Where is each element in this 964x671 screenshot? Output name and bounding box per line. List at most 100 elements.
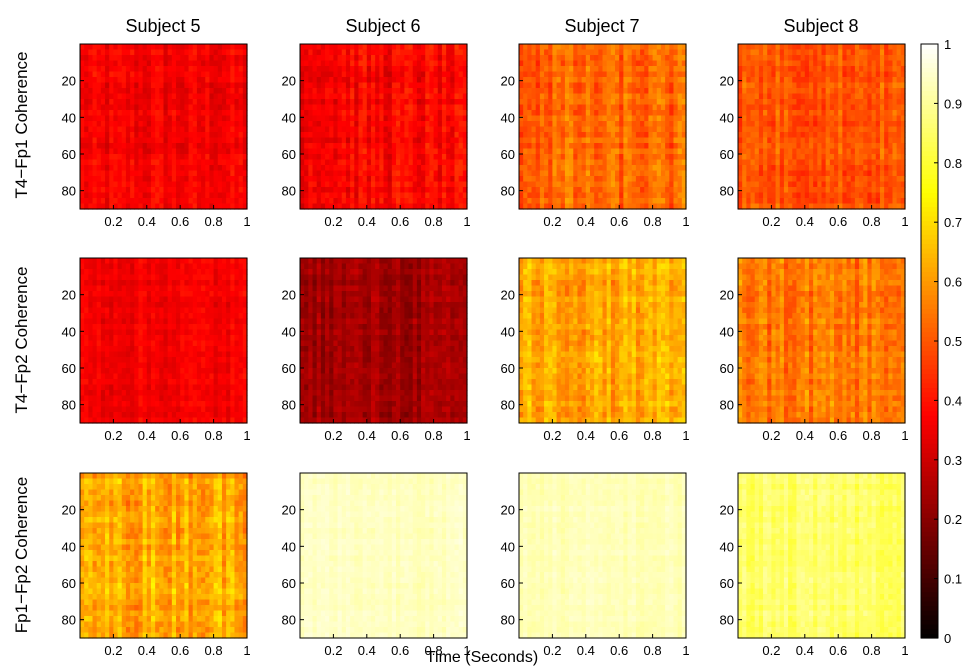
- heatmap-cell: [345, 60, 351, 67]
- heatmap-cell: [623, 88, 629, 95]
- heatmap-cell: [180, 203, 185, 210]
- heatmap-cell: [796, 110, 802, 117]
- heatmap-cell: [900, 170, 906, 177]
- heatmap-cell: [783, 170, 789, 177]
- heatmap-cell: [552, 110, 558, 117]
- heatmap-cell: [788, 121, 793, 128]
- heatmap-cell: [230, 115, 236, 122]
- heatmap-cell: [619, 115, 624, 122]
- heatmap-cell: [871, 88, 877, 95]
- heatmap-cell: [217, 187, 223, 194]
- heatmap-cell: [337, 71, 343, 78]
- heatmap-cell: [763, 71, 768, 78]
- heatmap-cell: [458, 93, 464, 100]
- heatmap-cell: [125, 104, 131, 111]
- heatmap-cell: [242, 104, 248, 111]
- heatmap-cell: [188, 132, 194, 139]
- heatmap-cell: [167, 60, 173, 67]
- heatmap-cell: [804, 165, 810, 172]
- heatmap-cell: [615, 99, 620, 106]
- heatmap-cell: [656, 192, 662, 199]
- heatmap-cell: [775, 170, 781, 177]
- heatmap-cell: [627, 132, 633, 139]
- column-title-subject-7: Subject 7: [564, 16, 639, 36]
- heatmap-cell: [316, 60, 322, 67]
- heatmap-cell: [779, 170, 785, 177]
- heatmap-cell: [446, 93, 451, 100]
- heatmap-cell: [159, 198, 165, 205]
- heatmap-cell: [412, 115, 418, 122]
- heatmap-cell: [523, 71, 528, 78]
- heatmap-cell: [379, 203, 385, 210]
- heatmap-cell: [610, 154, 616, 161]
- heatmap-cell: [304, 66, 309, 73]
- heatmap-cell: [316, 110, 322, 117]
- heatmap-cell: [163, 88, 169, 95]
- heatmap-cell: [96, 55, 102, 62]
- heatmap-cell: [337, 82, 343, 89]
- heatmap-cell: [892, 66, 898, 73]
- heatmap-cell: [125, 82, 131, 89]
- heatmap-cell: [437, 88, 443, 95]
- heatmap-cell: [854, 126, 860, 133]
- heatmap-cell: [615, 88, 620, 95]
- heatmap-cell: [656, 104, 662, 111]
- heatmap-cell: [821, 115, 827, 122]
- heatmap-cell: [742, 104, 747, 111]
- heatmap-cell: [337, 198, 343, 205]
- heatmap-cell: [627, 154, 633, 161]
- heatmap-cell: [842, 170, 848, 177]
- heatmap-cell: [433, 115, 439, 122]
- heatmap-cell: [400, 143, 405, 150]
- heatmap-cell: [96, 104, 102, 111]
- heatmap-cell: [159, 55, 165, 62]
- heatmap-cell: [180, 143, 185, 150]
- heatmap-cell: [640, 93, 645, 100]
- heatmap-cell: [109, 203, 114, 210]
- heatmap-cell: [644, 99, 650, 106]
- heatmap-cell: [421, 93, 426, 100]
- heatmap-cell: [581, 170, 587, 177]
- heatmap-cell: [867, 159, 873, 166]
- heatmap-cell: [362, 104, 368, 111]
- heatmap-cell: [213, 203, 219, 210]
- heatmap-cell: [652, 143, 658, 150]
- heatmap-cell: [631, 93, 637, 100]
- heatmap-cell: [829, 132, 835, 139]
- heatmap-cell: [196, 154, 202, 161]
- heatmap-cell: [644, 82, 650, 89]
- heatmap-cell: [627, 137, 633, 144]
- heatmap-cell: [96, 132, 102, 139]
- heatmap-cell: [437, 55, 443, 62]
- heatmap-cell: [750, 121, 756, 128]
- heatmap-cell: [429, 176, 435, 183]
- heatmap-cell: [429, 49, 435, 56]
- heatmap-cell: [217, 165, 223, 172]
- heatmap-cell: [437, 198, 443, 205]
- heatmap-cell: [180, 126, 185, 133]
- heatmap-cell: [337, 55, 343, 62]
- heatmap-cell: [92, 176, 98, 183]
- heatmap-cell: [673, 77, 679, 84]
- heatmap-cell: [416, 203, 422, 210]
- heatmap-cell: [84, 44, 89, 51]
- heatmap-cell: [184, 176, 190, 183]
- heatmap-cell: [437, 170, 443, 177]
- heatmap-cell: [421, 181, 426, 188]
- heatmap-cell: [585, 49, 591, 56]
- heatmap-cell: [88, 165, 94, 172]
- heatmap-cell: [80, 181, 85, 188]
- heatmap-cell: [581, 66, 587, 73]
- heatmap-cell: [370, 198, 376, 205]
- heatmap-cell: [350, 88, 355, 95]
- heatmap-cell: [619, 99, 624, 106]
- heatmap-cell: [196, 93, 202, 100]
- heatmap-cell: [602, 44, 608, 51]
- heatmap-cell: [564, 143, 570, 150]
- heatmap-cell: [875, 110, 881, 117]
- heatmap-cell: [109, 82, 114, 89]
- heatmap-cell: [813, 44, 818, 51]
- heatmap-cell: [446, 82, 451, 89]
- heatmap-cell: [105, 187, 110, 194]
- heatmap-cell: [867, 203, 873, 210]
